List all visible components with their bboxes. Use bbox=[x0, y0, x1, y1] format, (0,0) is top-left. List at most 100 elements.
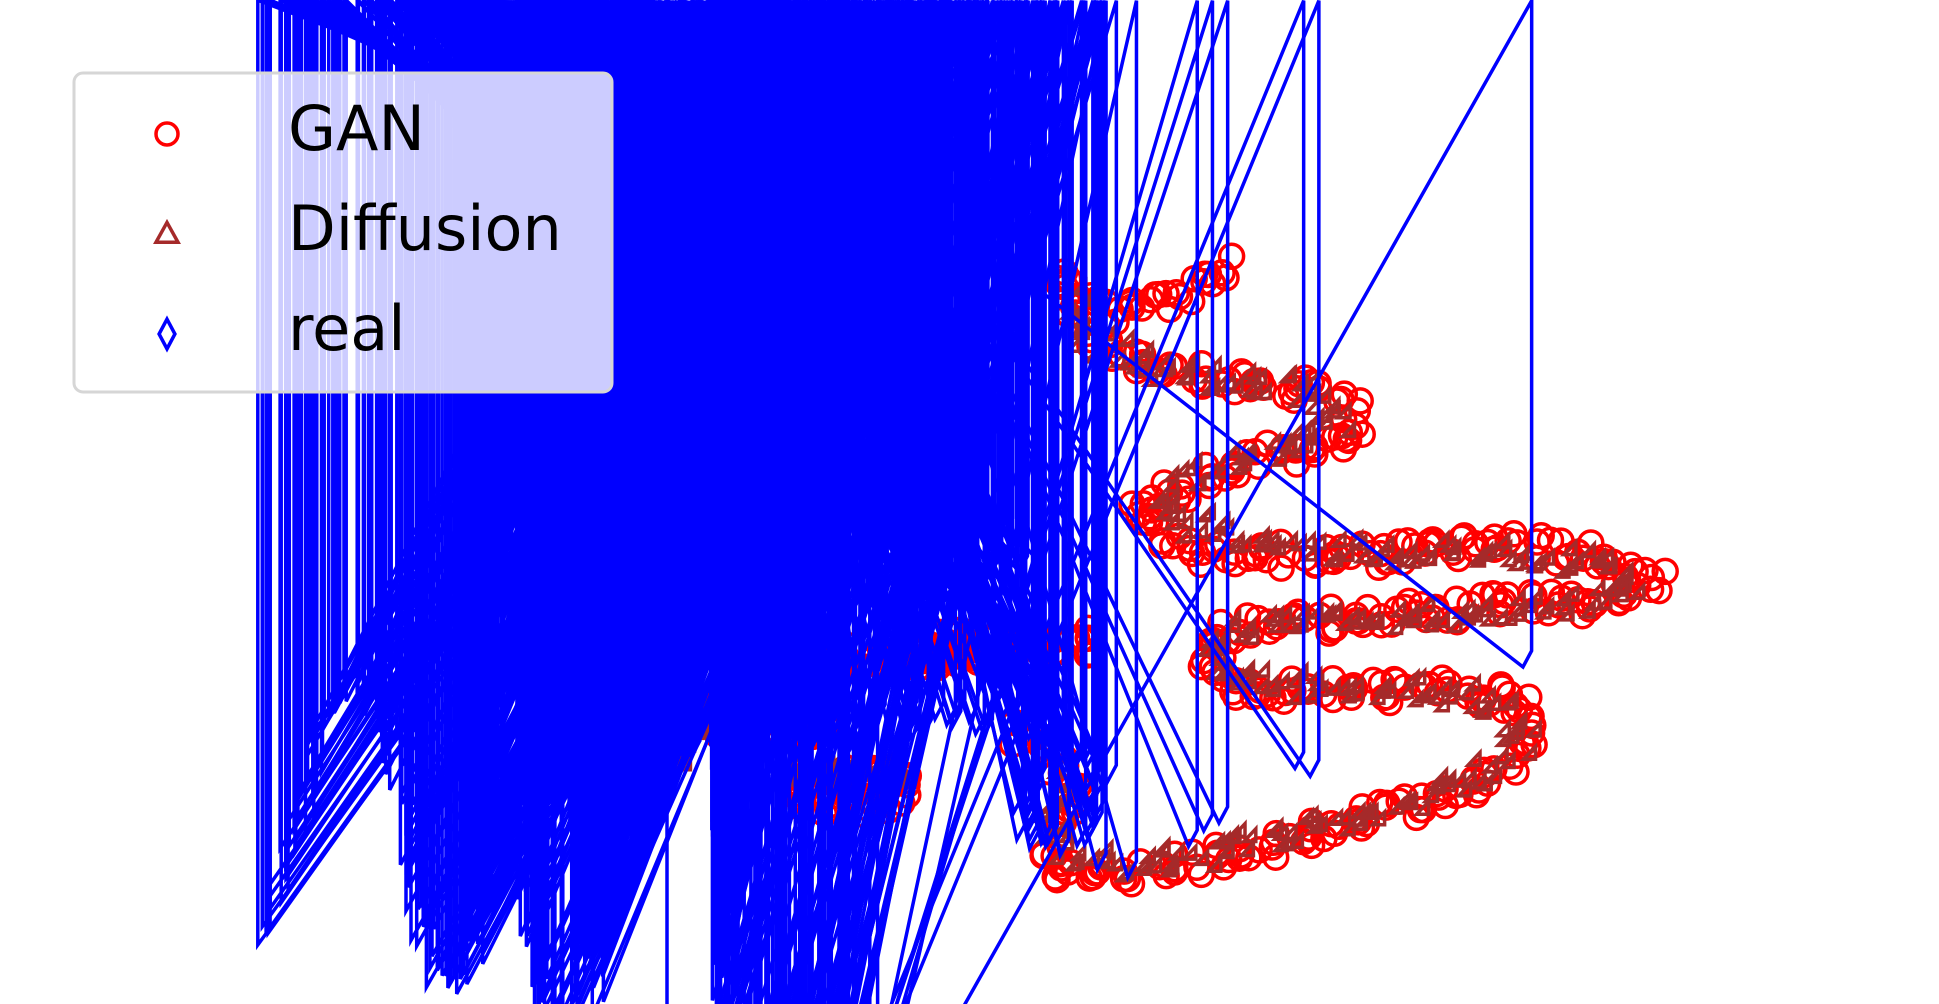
diffusion-point bbox=[1519, 594, 1538, 614]
diffusion-point bbox=[1162, 511, 1180, 531]
diffusion-point bbox=[1207, 830, 1226, 850]
diffusion-point bbox=[1264, 819, 1283, 839]
diffusion-point bbox=[1493, 728, 1512, 748]
diffusion-point bbox=[1365, 548, 1384, 568]
diffusion-point bbox=[1480, 754, 1499, 774]
gan-point bbox=[1621, 557, 1649, 586]
legend: GAN Diffusion real bbox=[72, 71, 614, 394]
diffusion-point bbox=[1627, 581, 1646, 601]
diffusion-point bbox=[1552, 560, 1571, 579]
diffusion-point bbox=[1338, 817, 1356, 837]
diffusion-point bbox=[1596, 546, 1615, 566]
diffusion-point bbox=[1499, 548, 1517, 568]
real-point bbox=[821, 0, 1230, 1004]
diffusion-point bbox=[1284, 669, 1303, 689]
diffusion-point bbox=[1421, 784, 1440, 804]
diffusion-point bbox=[1298, 530, 1316, 549]
diffusion-point bbox=[1559, 537, 1578, 557]
diffusion-point bbox=[1286, 830, 1305, 850]
diffusion-point bbox=[1438, 768, 1457, 787]
diffusion-point bbox=[1494, 538, 1513, 558]
diffusion-point bbox=[1296, 806, 1315, 826]
diffusion-point bbox=[1249, 366, 1268, 386]
real-point bbox=[716, 0, 807, 805]
diffusion-point bbox=[1315, 411, 1333, 430]
diffusion-point bbox=[1198, 364, 1217, 384]
diffusion-point bbox=[1336, 543, 1355, 562]
diffusion-point bbox=[1373, 675, 1391, 695]
diffusion-point bbox=[1333, 400, 1352, 420]
diffusion-point bbox=[1318, 603, 1337, 623]
diffusion-point bbox=[1418, 681, 1437, 701]
diffusion-point bbox=[1254, 381, 1272, 401]
diffusion-point bbox=[1328, 529, 1347, 548]
diffusion-point bbox=[1229, 456, 1248, 475]
diffusion-point bbox=[1299, 542, 1318, 562]
gan-point bbox=[1481, 580, 1509, 609]
diffusion-point bbox=[1116, 328, 1135, 348]
diffusion-point bbox=[1388, 598, 1407, 618]
diffusion-point bbox=[1386, 545, 1405, 564]
diffusion-point bbox=[1561, 583, 1580, 602]
diffusion-point bbox=[1263, 431, 1282, 450]
diffusion-point bbox=[1260, 673, 1279, 693]
diffusion-point bbox=[1493, 718, 1512, 738]
diffusion-point bbox=[1290, 613, 1309, 633]
gan-point bbox=[1128, 340, 1157, 369]
diffusion-point bbox=[1274, 604, 1293, 624]
diffusion-point bbox=[1237, 838, 1256, 858]
diffusion-point bbox=[1313, 385, 1332, 404]
real-legend-marker bbox=[157, 315, 177, 353]
diffusion-point bbox=[1161, 473, 1180, 493]
diffusion-point bbox=[1578, 539, 1597, 559]
diffusion-point bbox=[1396, 680, 1415, 699]
diffusion-point bbox=[1239, 824, 1258, 844]
diffusion-point bbox=[1346, 674, 1365, 694]
diffusion-point bbox=[1366, 611, 1385, 630]
diffusion-point bbox=[1222, 439, 1241, 459]
diffusion-point bbox=[1303, 809, 1322, 829]
diffusion-point bbox=[1352, 544, 1371, 564]
real-point bbox=[844, 0, 1200, 1004]
diffusion-point bbox=[1190, 519, 1209, 539]
diffusion-point bbox=[1524, 718, 1542, 738]
diffusion-point bbox=[1566, 550, 1584, 570]
diffusion-point bbox=[1491, 745, 1509, 765]
legend-entry-gan: GAN bbox=[154, 92, 425, 165]
diffusion-point bbox=[1266, 614, 1284, 634]
diffusion-point bbox=[1269, 448, 1288, 467]
diffusion-point bbox=[1492, 530, 1511, 550]
diffusion-point bbox=[1213, 628, 1232, 648]
diffusion-point bbox=[1279, 363, 1298, 383]
diffusion-point bbox=[1475, 772, 1493, 792]
diffusion-point bbox=[1046, 846, 1065, 865]
diffusion-point bbox=[1376, 534, 1395, 553]
diffusion-point bbox=[1158, 495, 1177, 514]
diffusion-point bbox=[1280, 529, 1299, 549]
diffusion-point bbox=[1408, 666, 1427, 686]
gan-point bbox=[1136, 285, 1165, 314]
diffusion-point bbox=[1425, 772, 1444, 792]
diffusion-point bbox=[1499, 607, 1518, 627]
legend-marker-triangle bbox=[153, 218, 181, 244]
legend-entry-real: real bbox=[157, 292, 406, 365]
diffusion-point bbox=[1108, 349, 1126, 368]
diffusion-point bbox=[1473, 701, 1492, 720]
diffusion-point bbox=[1393, 789, 1412, 809]
diffusion-point bbox=[1132, 345, 1151, 365]
diffusion-point bbox=[1333, 806, 1352, 826]
diffusion-point bbox=[1578, 600, 1596, 619]
legend-entry-diffusion: Diffusion bbox=[153, 192, 562, 265]
diffusion-point bbox=[1442, 678, 1461, 698]
diffusion-point bbox=[1594, 591, 1613, 610]
diffusion-point bbox=[1175, 510, 1194, 530]
diffusion-point bbox=[1478, 607, 1497, 627]
legend-label-diffusion: Diffusion bbox=[288, 192, 562, 265]
diffusion-point bbox=[1478, 684, 1497, 704]
diffusion-point bbox=[1304, 665, 1323, 684]
diffusion-point bbox=[1216, 838, 1235, 858]
gan-point bbox=[1188, 538, 1217, 567]
diffusion-point bbox=[1506, 552, 1524, 572]
diffusion-point bbox=[1484, 765, 1503, 785]
diffusion-point bbox=[1587, 577, 1606, 597]
